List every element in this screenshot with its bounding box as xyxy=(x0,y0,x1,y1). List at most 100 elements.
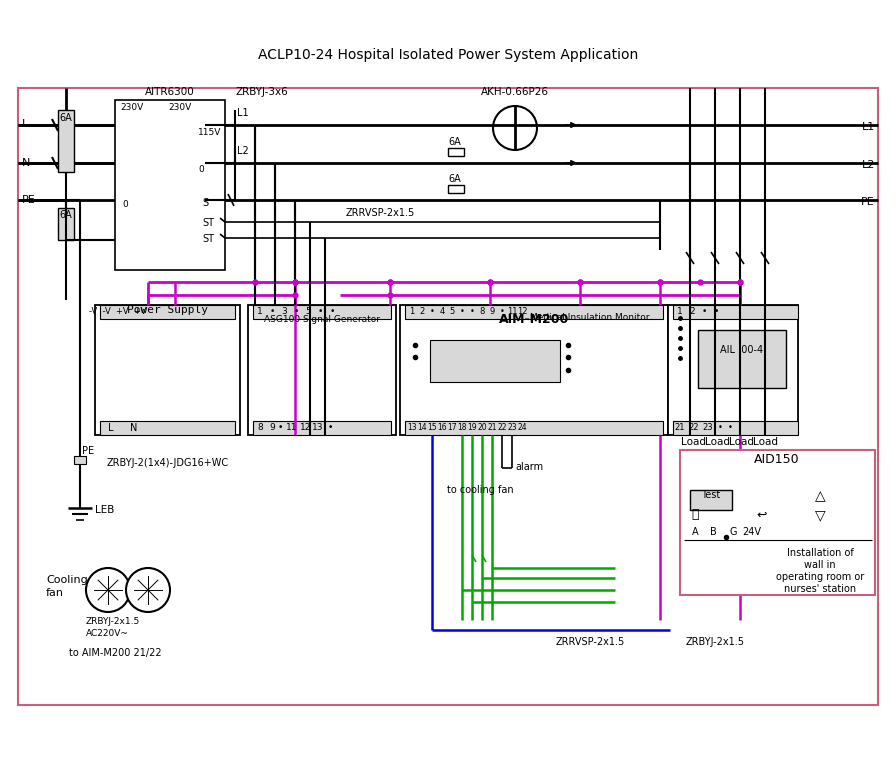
Text: B: B xyxy=(710,527,717,537)
Text: ZRBYJ-3x6: ZRBYJ-3x6 xyxy=(235,87,288,97)
Text: 15: 15 xyxy=(427,423,437,432)
Text: 20: 20 xyxy=(478,423,487,432)
Text: ZRBYJ-2(1x4)-JDG16+WC: ZRBYJ-2(1x4)-JDG16+WC xyxy=(107,458,229,468)
Text: LEB: LEB xyxy=(95,505,115,515)
Circle shape xyxy=(476,385,492,401)
Circle shape xyxy=(725,468,741,484)
Circle shape xyxy=(86,568,130,612)
Text: •: • xyxy=(718,423,722,432)
Text: 11: 11 xyxy=(507,307,517,316)
Text: ↩: ↩ xyxy=(757,509,767,522)
Text: 1: 1 xyxy=(257,307,263,316)
Text: L1: L1 xyxy=(862,122,875,132)
Bar xyxy=(405,305,663,319)
Text: ⌗: ⌗ xyxy=(691,509,699,522)
Bar xyxy=(448,185,464,193)
Text: 21: 21 xyxy=(487,423,496,432)
Text: fan: fan xyxy=(46,588,64,598)
Text: A: A xyxy=(692,527,698,537)
Text: •: • xyxy=(317,307,323,316)
Text: L: L xyxy=(22,119,29,129)
Bar xyxy=(95,305,240,435)
Text: 6A: 6A xyxy=(448,174,461,184)
Bar xyxy=(680,450,875,595)
Text: •: • xyxy=(713,307,719,316)
Text: wall in: wall in xyxy=(805,560,836,570)
Text: AIM-M200: AIM-M200 xyxy=(499,313,569,326)
Circle shape xyxy=(302,352,322,372)
Text: 14: 14 xyxy=(418,423,426,432)
Bar xyxy=(100,421,235,435)
Bar xyxy=(690,490,732,510)
Text: ST: ST xyxy=(202,218,214,228)
Text: 5: 5 xyxy=(306,307,311,316)
Bar xyxy=(100,305,235,319)
Text: ZRRVSP-2x1.5: ZRRVSP-2x1.5 xyxy=(556,637,625,647)
Text: Cooling: Cooling xyxy=(46,575,88,585)
Text: 9: 9 xyxy=(269,423,275,432)
Text: 18: 18 xyxy=(457,423,467,432)
Bar xyxy=(405,421,663,435)
Text: 0: 0 xyxy=(198,165,203,174)
Text: S: S xyxy=(202,198,208,208)
Text: 21: 21 xyxy=(675,423,685,432)
Text: 22: 22 xyxy=(689,423,699,432)
Text: operating room or: operating room or xyxy=(776,572,864,582)
Text: 23: 23 xyxy=(702,423,713,432)
Text: ▽: ▽ xyxy=(814,508,825,522)
Text: 5: 5 xyxy=(450,307,454,316)
Circle shape xyxy=(336,352,356,372)
Text: G: G xyxy=(729,527,737,537)
Text: •: • xyxy=(330,307,335,316)
Text: nurses' station: nurses' station xyxy=(784,584,856,594)
Text: Installation of: Installation of xyxy=(787,548,853,558)
Text: Load: Load xyxy=(753,437,778,447)
Text: •: • xyxy=(270,307,275,316)
Text: •: • xyxy=(702,307,707,316)
Text: PE: PE xyxy=(861,197,875,207)
Text: 1: 1 xyxy=(409,307,415,316)
Text: ASG100 Signal Generator: ASG100 Signal Generator xyxy=(264,315,380,324)
Text: Load: Load xyxy=(680,437,705,447)
Text: AID150: AID150 xyxy=(754,453,800,466)
Text: •: • xyxy=(327,423,332,432)
Circle shape xyxy=(508,385,524,401)
Circle shape xyxy=(782,468,798,484)
Text: 9: 9 xyxy=(489,307,495,316)
Bar xyxy=(400,305,668,435)
Text: Load: Load xyxy=(728,437,754,447)
Text: △: △ xyxy=(814,489,825,503)
Text: AC220V~: AC220V~ xyxy=(86,629,129,638)
Bar xyxy=(74,456,86,464)
Circle shape xyxy=(268,352,288,372)
Text: •: • xyxy=(278,423,282,432)
Text: N: N xyxy=(22,158,30,168)
Text: •: • xyxy=(293,307,298,316)
Circle shape xyxy=(126,568,170,612)
Text: Power Supply: Power Supply xyxy=(126,305,208,315)
Circle shape xyxy=(444,385,460,401)
Text: •: • xyxy=(470,307,475,316)
Bar xyxy=(18,88,878,705)
Text: Load: Load xyxy=(704,437,729,447)
Text: 19: 19 xyxy=(467,423,477,432)
Text: 2: 2 xyxy=(689,307,694,316)
Circle shape xyxy=(157,362,177,382)
Text: ST: ST xyxy=(202,234,214,244)
Text: •: • xyxy=(460,307,464,316)
Text: 1: 1 xyxy=(677,307,683,316)
Text: •: • xyxy=(728,423,732,432)
Text: 23: 23 xyxy=(507,423,517,432)
Text: 6A: 6A xyxy=(448,137,461,147)
Text: ACLP10-24 Hospital Isolated Power System Application: ACLP10-24 Hospital Isolated Power System… xyxy=(258,48,638,62)
Text: 24: 24 xyxy=(517,423,527,432)
Text: 22: 22 xyxy=(497,423,507,432)
Bar xyxy=(698,330,786,388)
Bar xyxy=(448,148,464,156)
Text: L2: L2 xyxy=(862,160,875,170)
Text: 230V: 230V xyxy=(120,103,143,112)
Bar xyxy=(430,340,560,382)
Text: N: N xyxy=(130,423,137,433)
Text: L: L xyxy=(108,423,114,433)
Text: to cooling fan: to cooling fan xyxy=(447,485,513,495)
